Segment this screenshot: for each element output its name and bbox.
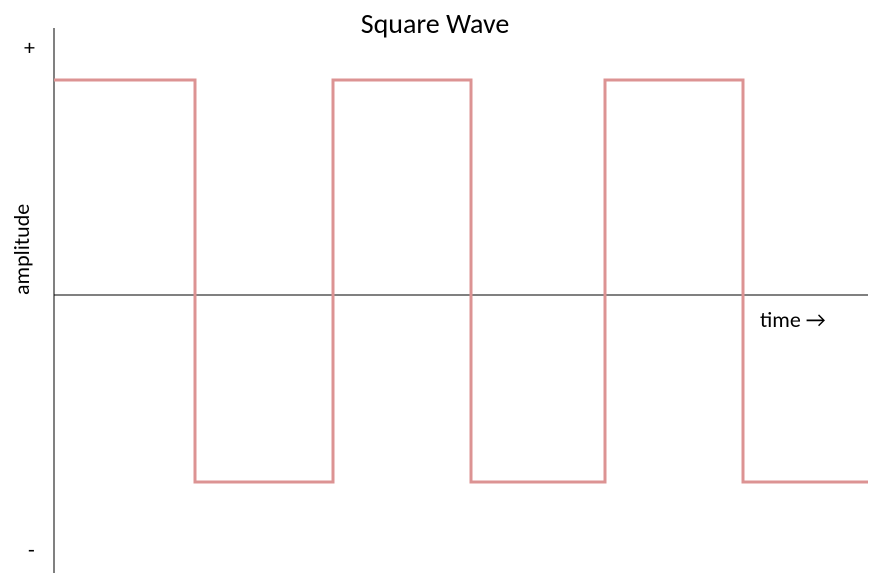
square-wave-line — [54, 80, 868, 482]
square-wave-chart: Square Wave + - amplitude time → — [0, 0, 870, 575]
chart-svg — [0, 0, 870, 575]
